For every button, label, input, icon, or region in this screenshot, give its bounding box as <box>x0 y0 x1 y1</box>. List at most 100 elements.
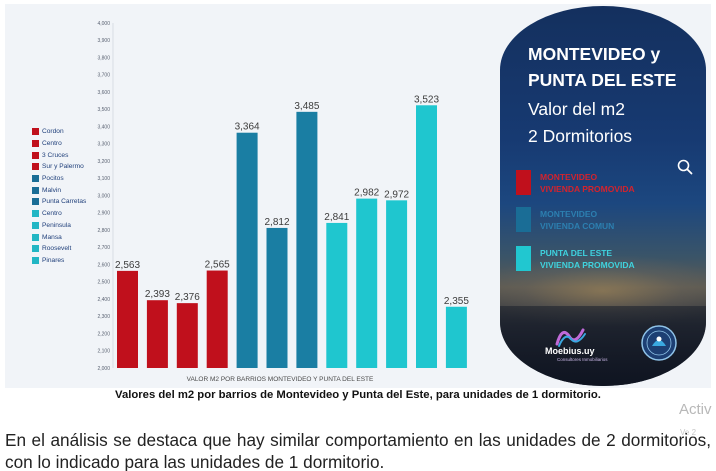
y-tick-label: 3,200 <box>97 159 110 165</box>
panel-legend-text: MONTEVIDEO VIVIENDA COMUN <box>540 209 615 231</box>
bar-value-label: 2,841 <box>324 212 349 223</box>
bar-value-label: 2,565 <box>205 260 230 271</box>
y-tick-label: 3,600 <box>97 90 110 96</box>
y-tick-label: 2,600 <box>97 262 110 268</box>
logo-brand-text: Moebius.uy <box>545 346 595 356</box>
y-tick-label: 3,300 <box>97 142 110 148</box>
bar-10 <box>386 200 408 368</box>
legend-swatch <box>32 221 39 229</box>
moebius-mark-icon <box>555 328 586 347</box>
legend-item: Roosevelt <box>32 243 122 255</box>
legend-label: Roosevelt <box>42 245 72 253</box>
x-axis-label: VALOR M2 POR BARRIOS MONTEVIDEO Y PUNTA … <box>187 376 374 383</box>
legend-item: Mansa <box>32 231 122 243</box>
legend-item: Centro <box>32 208 122 220</box>
bar-value-label: 3,523 <box>414 94 439 105</box>
y-axis: 2,000 2,100 2,200 2,300 2,400 2,500 2,600 2,700… <box>97 21 114 372</box>
y-tick-label: 4,000 <box>97 21 110 27</box>
y-tick-label: 2,900 <box>97 211 110 217</box>
y-tick-label: 2,200 <box>97 331 110 337</box>
bar-3 <box>176 303 198 368</box>
y-tick-label: 3,000 <box>97 193 110 199</box>
bar-4 <box>206 270 228 368</box>
bar-8 <box>326 222 348 368</box>
legend-item: Sur y Palermo <box>32 161 122 173</box>
legend-label: Sur y Palermo <box>42 163 84 171</box>
activation-watermark-sub: Ve 2 <box>680 428 697 437</box>
legend-swatch <box>32 210 39 218</box>
legend-swatch <box>32 186 39 194</box>
legend-swatch <box>32 128 39 136</box>
chart-figure: 2,000 2,100 2,200 2,300 2,400 2,500 2,600 2,700… <box>5 4 711 388</box>
bar-11 <box>416 105 437 368</box>
bar-value-label: 2,982 <box>354 188 379 199</box>
y-tick-label: 3,700 <box>97 73 110 79</box>
figure-caption: Valores del m2 por barrios de Montevideo… <box>115 389 601 401</box>
legend-swatch <box>32 245 39 253</box>
bar-value-label: 3,485 <box>294 101 319 112</box>
bar-9 <box>356 198 378 368</box>
bar-6 <box>266 227 288 368</box>
bar-value-label: 2,376 <box>175 292 200 303</box>
legend-label: 3 Cruces <box>42 151 69 159</box>
bar-value-label: 2,812 <box>264 217 289 228</box>
bar-1 <box>117 270 138 368</box>
legend-swatch <box>32 163 39 171</box>
search-icon <box>677 159 693 175</box>
bar-5 <box>236 132 258 368</box>
y-tick-label: 3,400 <box>97 124 110 130</box>
legend-item: Centro <box>32 138 122 150</box>
y-tick-label: 2,300 <box>97 314 110 320</box>
panel-legend-text: MONTEVIDEO VIVIENDA PROMOVIDA <box>540 172 635 194</box>
bar-2 <box>146 300 168 368</box>
legend-label: Peninsula <box>42 221 71 229</box>
legend-label: Pocitos <box>42 175 64 183</box>
body-paragraph: En el análisis se destaca que hay simila… <box>5 430 711 471</box>
legend-swatch <box>32 198 39 206</box>
bar-7 <box>296 111 318 369</box>
legend-item: Peninsula <box>32 220 122 232</box>
legend-label: Centro <box>42 210 62 218</box>
bar-value-label: 2,563 <box>115 260 140 271</box>
logo-tagline: Consultores Inmobiliarios <box>557 357 608 362</box>
y-tick-label: 2,000 <box>97 366 110 372</box>
data-labels: 2,563 2,393 2,376 2,565 3,364 2,812 3,485 2,841… <box>115 94 469 306</box>
legend-item: Cordon <box>32 126 122 138</box>
legend-swatch <box>32 175 39 183</box>
legend-swatch <box>32 151 39 159</box>
panel-subtitle-line1: Valor del m2 <box>528 99 625 119</box>
bar-chart: 2,000 2,100 2,200 2,300 2,400 2,500 2,600 2,700… <box>97 21 469 383</box>
panel-subtitle-line2: 2 Dormitorios <box>528 126 633 146</box>
legend-swatch <box>32 233 39 241</box>
bar-value-label: 2,393 <box>145 289 170 300</box>
bars <box>117 105 467 369</box>
legend-label: Punta Carretas <box>42 198 87 206</box>
legend-swatch <box>32 140 39 148</box>
y-tick-label: 3,900 <box>97 38 110 44</box>
legend-swatch <box>32 256 39 264</box>
legend-label: Pinares <box>42 256 65 264</box>
panel-legend-swatch <box>516 246 531 271</box>
moebius-logo: Moebius.uy Consultores Inmobiliarios <box>545 324 615 364</box>
bar-12 <box>445 306 467 368</box>
y-tick-label: 2,100 <box>97 349 110 355</box>
panel-title-line1: MONTEVIDEO y <box>528 44 661 64</box>
y-tick-label: 2,700 <box>97 245 110 251</box>
panel-title-line2: PUNTA DEL ESTE <box>528 70 677 90</box>
bar-value-label: 2,972 <box>384 189 409 200</box>
y-tick-label: 3,100 <box>97 176 110 182</box>
y-tick-label: 2,400 <box>97 297 110 303</box>
activation-watermark: Activ <box>679 401 712 418</box>
legend-item: Pinares <box>32 255 122 267</box>
info-panel: MONTEVIDEO y PUNTA DEL ESTE Valor del m2… <box>500 6 706 386</box>
legend-item: Punta Carretas <box>32 196 122 208</box>
legend-item: 3 Cruces <box>32 149 122 161</box>
y-tick-label: 2,800 <box>97 228 110 234</box>
panel-legend-swatch <box>516 207 531 232</box>
panel-legend-swatch <box>516 170 531 195</box>
panel-legend-text: PUNTA DEL ESTE VIVIENDA PROMOVIDA <box>540 248 635 270</box>
legend-label: Cordon <box>42 128 64 136</box>
y-tick-label: 2,500 <box>97 280 110 286</box>
seal-badge-icon <box>641 325 677 361</box>
legend-label: Centro <box>42 140 62 148</box>
